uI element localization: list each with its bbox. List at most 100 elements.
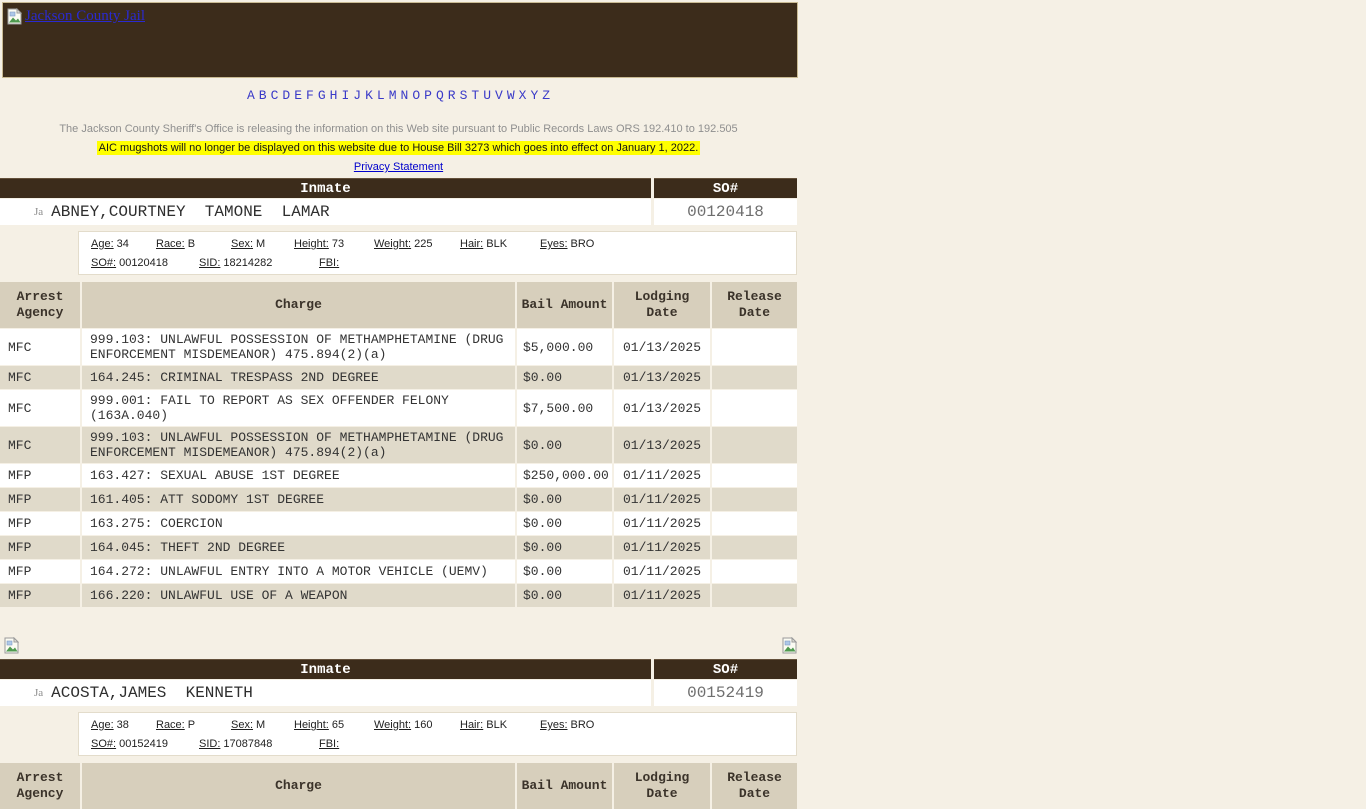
alphabet-link-z[interactable]: Z (542, 88, 551, 103)
alphabet-link-l[interactable]: L (376, 88, 385, 103)
bail-amount-cell: $0.00 (517, 427, 612, 463)
inmate-name-link[interactable]: ABNEY,COURTNEY TAMONE LAMAR (51, 203, 330, 221)
broken-inmate-photo[interactable]: Ja (34, 687, 44, 699)
detail-hair: Hair: BLK (460, 238, 508, 250)
arrest-agency-cell: MFC (0, 390, 80, 426)
charge-header: Charge (82, 282, 515, 328)
bail-amount-cell: $5,000.00 (517, 329, 612, 365)
details-row-ids: SO#: 00152419 SID: 17087848 FBI: (91, 737, 796, 751)
detail-height: Height: 73 (294, 238, 345, 250)
alphabet-link-g[interactable]: G (317, 88, 326, 103)
alphabet-link-e[interactable]: E (294, 88, 302, 103)
charge-row: MFP 164.045: THEFT 2ND DEGREE $0.00 01/1… (0, 536, 797, 559)
inmate-so-number: 00152419 (654, 680, 797, 706)
lodging-date-cell: 01/13/2025 (614, 366, 710, 389)
charge-row: MFP 164.272: UNLAWFUL ENTRY INTO A MOTOR… (0, 560, 797, 583)
lodging-date-cell: 01/11/2025 (614, 536, 710, 559)
charges-table: Arrest Agency Charge Bail Amount Lodging… (0, 763, 797, 809)
alphabet-link-o[interactable]: O (412, 88, 421, 103)
alphabet-link-b[interactable]: B (258, 88, 267, 103)
alphabet-link-u[interactable]: U (483, 88, 491, 103)
release-date-cell (712, 464, 797, 487)
alphabet-link-p[interactable]: P (424, 88, 432, 103)
alphabet-link-m[interactable]: M (388, 88, 397, 103)
charges-header-row: Arrest Agency Charge Bail Amount Lodging… (0, 282, 797, 328)
alphabet-link-t[interactable]: T (471, 88, 480, 103)
charge-row: MFP 166.220: UNLAWFUL USE OF A WEAPON $0… (0, 584, 797, 607)
alphabet-link-q[interactable]: Q (435, 88, 444, 103)
release-date-cell (712, 584, 797, 607)
inmate-so-number: 00120418 (654, 199, 797, 225)
arrest-agency-cell: MFC (0, 366, 80, 389)
arrest-agency-header: Arrest Agency (0, 282, 80, 328)
bail-amount-header: Bail Amount (517, 282, 612, 328)
release-date-header: Release Date (712, 763, 797, 809)
inmate-name-link[interactable]: ACOSTA,JAMES KENNETH (51, 684, 253, 702)
detail-weight: Weight: 225 (374, 238, 433, 250)
alphabet-link-y[interactable]: Y (530, 88, 539, 103)
alphabet-link-x[interactable]: X (518, 88, 527, 103)
alphabet-link-k[interactable]: K (365, 88, 373, 103)
detail-eyes: Eyes: BRO (540, 719, 595, 731)
alphabet-link-j[interactable]: J (353, 88, 362, 103)
detail-sid: SID: 18214282 (199, 257, 273, 269)
alphabet-link-w[interactable]: W (506, 88, 515, 103)
logo-link[interactable]: Jackson County Jail (7, 7, 145, 25)
charge-cell: 161.405: ATT SODOMY 1ST DEGREE (82, 488, 515, 511)
alphabet-link-f[interactable]: F (306, 88, 314, 103)
release-date-cell (712, 390, 797, 426)
alphabet-link-i[interactable]: I (341, 88, 350, 103)
arrest-agency-cell: MFP (0, 488, 80, 511)
alphabet-link-d[interactable]: D (282, 88, 291, 103)
charge-row: MFP 163.275: COERCION $0.00 01/11/2025 (0, 512, 797, 535)
lodging-date-cell: 01/11/2025 (614, 584, 710, 607)
charge-row: MFP 163.427: SEXUAL ABUSE 1ST DEGREE $25… (0, 464, 797, 487)
bail-amount-cell: $0.00 (517, 560, 612, 583)
charges-table: Arrest Agency Charge Bail Amount Lodging… (0, 282, 797, 607)
charges-header-row: Arrest Agency Charge Bail Amount Lodging… (0, 763, 797, 809)
inmate-name-cell[interactable]: Ja ABNEY,COURTNEY TAMONE LAMAR (0, 199, 651, 225)
details-row-physical: Age: 38 Race: P Sex: M Height: 65 Weight: 160… (91, 718, 796, 732)
alphabet-link-c[interactable]: C (270, 88, 279, 103)
bail-amount-cell: $0.00 (517, 488, 612, 511)
lodging-date-cell: 01/11/2025 (614, 464, 710, 487)
inmate-header-table: Inmate SO# Ja ABNEY,COURTNEY TAMONE LAMA… (0, 178, 797, 225)
inmate-name-cell[interactable]: Ja ACOSTA,JAMES KENNETH (0, 680, 651, 706)
alphabet-link-h[interactable]: H (329, 88, 338, 103)
broken-image-icon (7, 7, 23, 25)
lodging-date-header: Lodging Date (614, 282, 710, 328)
charge-row: MFC 999.103: UNLAWFUL POSSESSION OF METH… (0, 427, 797, 463)
release-date-cell (712, 512, 797, 535)
so-column-header: SO# (654, 659, 797, 679)
inmate-column-header: Inmate (0, 178, 651, 198)
alphabet-link-s[interactable]: S (459, 88, 468, 103)
detail-race: Race: P (156, 719, 196, 731)
inmate-column-header: Inmate (0, 659, 651, 679)
inmate-section: Inmate SO# Ja ABNEY,COURTNEY TAMONE LAMA… (0, 178, 800, 607)
alphabet-link-r[interactable]: R (447, 88, 456, 103)
detail-sid: SID: 17087848 (199, 738, 273, 750)
privacy-statement-link[interactable]: Privacy Statement (353, 161, 444, 173)
alphabet-link-v[interactable]: V (495, 88, 503, 103)
lodging-date-header: Lodging Date (614, 763, 710, 809)
broken-image-icon (4, 636, 20, 655)
broken-inmate-photo[interactable]: Ja (34, 206, 44, 218)
detail-so-number: SO#: 00152419 (91, 738, 169, 750)
inmate-header-table: Inmate SO# Ja ACOSTA,JAMES KENNETH 00152… (0, 659, 797, 706)
inmate-details: Age: 34 Race: B Sex: M Height: 73 Weight: 225… (78, 231, 797, 275)
bail-amount-cell: $0.00 (517, 584, 612, 607)
logo-alt-text: Jackson County Jail (25, 8, 145, 24)
lodging-date-cell: 01/11/2025 (614, 560, 710, 583)
bail-amount-cell: $0.00 (517, 366, 612, 389)
lodging-date-cell: 01/13/2025 (614, 427, 710, 463)
alphabet-link-a[interactable]: A (246, 88, 255, 103)
charge-cell: 164.272: UNLAWFUL ENTRY INTO A MOTOR VEH… (82, 560, 515, 583)
release-date-cell (712, 427, 797, 463)
detail-age: Age: 34 (91, 238, 129, 250)
arrest-agency-cell: MFP (0, 536, 80, 559)
public-records-notice: The Jackson County Sheriff's Office is r… (59, 123, 738, 135)
details-row-physical: Age: 34 Race: B Sex: M Height: 73 Weight: 225… (91, 237, 796, 251)
alphabet-link-n[interactable]: N (400, 88, 409, 103)
inmate-list: Inmate SO# Ja ABNEY,COURTNEY TAMONE LAMA… (0, 178, 800, 809)
